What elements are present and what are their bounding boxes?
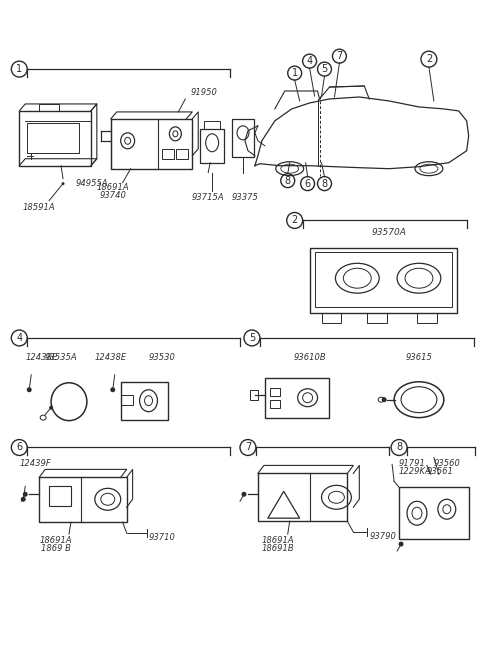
- Text: 1869 B: 1869 B: [41, 544, 71, 553]
- Text: 1229KA: 1229KA: [399, 467, 432, 476]
- Circle shape: [398, 541, 404, 547]
- Text: 91950: 91950: [190, 88, 217, 97]
- Text: 93560: 93560: [434, 459, 461, 468]
- Text: 93570A: 93570A: [372, 229, 407, 237]
- Text: 93710: 93710: [148, 533, 175, 542]
- Bar: [270, 399, 280, 407]
- Bar: [200, 129, 224, 163]
- Text: 5: 5: [249, 333, 255, 343]
- Text: 12439F: 12439F: [19, 459, 51, 468]
- Text: 18691A: 18691A: [96, 183, 129, 192]
- Text: 2: 2: [291, 215, 298, 225]
- Text: 94955A: 94955A: [76, 179, 108, 188]
- Text: 1: 1: [292, 68, 298, 78]
- Text: 7: 7: [245, 443, 251, 453]
- Bar: [270, 388, 280, 396]
- Bar: [322, 313, 341, 323]
- Text: 8: 8: [396, 443, 402, 453]
- Text: 93535A: 93535A: [45, 353, 77, 362]
- Bar: [367, 313, 387, 323]
- Text: 91791: 91791: [399, 459, 426, 468]
- Text: 18591A: 18591A: [23, 202, 56, 212]
- Bar: [314, 252, 452, 307]
- Circle shape: [49, 405, 53, 410]
- Circle shape: [241, 492, 246, 497]
- Text: 93715A: 93715A: [192, 193, 225, 202]
- Text: 93740: 93740: [99, 191, 126, 200]
- Circle shape: [23, 492, 28, 497]
- Text: 93610B: 93610B: [293, 353, 326, 362]
- Text: 93375: 93375: [231, 193, 258, 202]
- Bar: [265, 378, 329, 418]
- Bar: [39, 478, 127, 522]
- Bar: [120, 382, 168, 420]
- Circle shape: [21, 497, 26, 502]
- Bar: [19, 111, 91, 166]
- Text: 12438E: 12438E: [95, 353, 127, 362]
- Circle shape: [110, 387, 115, 392]
- Text: 93615: 93615: [406, 353, 432, 362]
- Text: 6: 6: [16, 443, 23, 453]
- Text: 4: 4: [307, 56, 312, 66]
- Text: 93790: 93790: [369, 532, 396, 541]
- Bar: [176, 148, 188, 159]
- Text: 4: 4: [16, 333, 23, 343]
- Text: 7: 7: [336, 51, 343, 61]
- Bar: [399, 487, 468, 539]
- Text: 2: 2: [426, 54, 432, 64]
- Text: 8: 8: [322, 179, 327, 189]
- Circle shape: [382, 397, 387, 402]
- Bar: [111, 119, 192, 169]
- Text: 18691A: 18691A: [262, 536, 294, 545]
- Bar: [162, 148, 174, 159]
- Text: 8: 8: [285, 175, 291, 186]
- Bar: [310, 248, 457, 313]
- Text: 6: 6: [304, 179, 311, 189]
- Text: 18691B: 18691B: [262, 544, 294, 553]
- Circle shape: [61, 182, 64, 185]
- Bar: [417, 313, 437, 323]
- Text: 5: 5: [322, 64, 328, 74]
- Bar: [258, 474, 348, 521]
- Text: 93561: 93561: [427, 467, 454, 476]
- Bar: [204, 121, 220, 129]
- Bar: [27, 123, 79, 152]
- Circle shape: [27, 387, 32, 392]
- Text: 18691A: 18691A: [40, 536, 72, 545]
- Bar: [250, 390, 258, 399]
- Text: 12438E: 12438E: [25, 353, 58, 362]
- Bar: [232, 119, 254, 157]
- Bar: [49, 486, 71, 507]
- Bar: [39, 104, 59, 111]
- Bar: [120, 395, 132, 405]
- Text: 1: 1: [16, 64, 23, 74]
- Text: 93530: 93530: [149, 353, 176, 362]
